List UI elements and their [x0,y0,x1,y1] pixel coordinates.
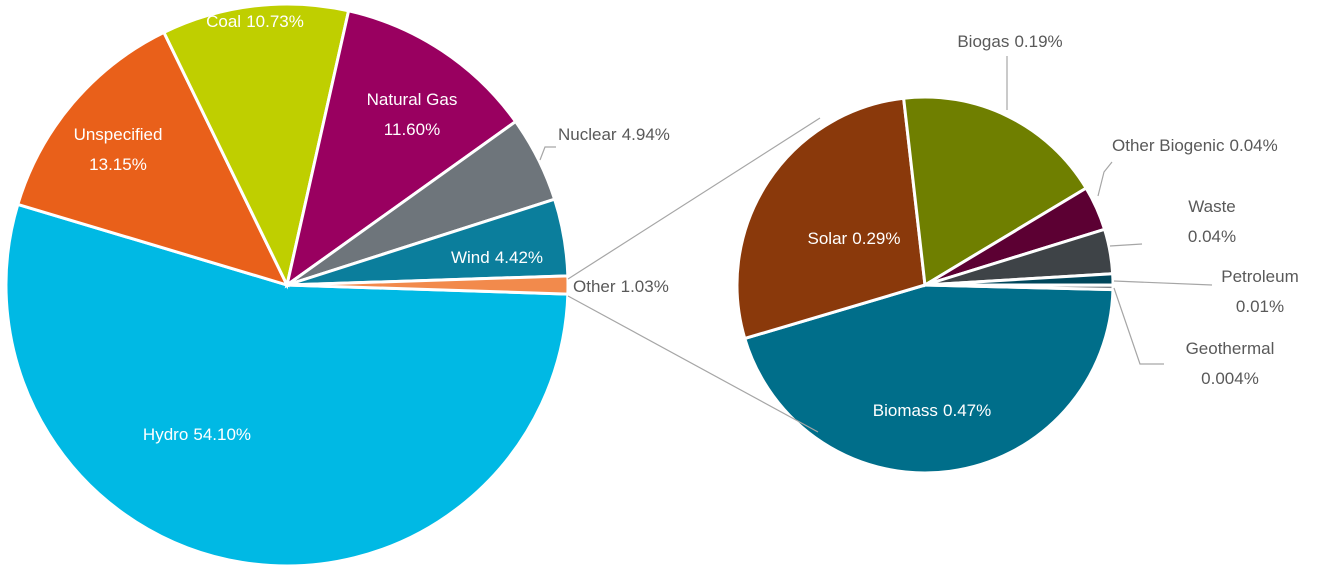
label-name: Biogas [957,32,1009,51]
data-label: Geothermal 0.004% [1186,339,1275,388]
leader-line [1109,243,1143,247]
label-value: 0.004% [1201,369,1259,388]
data-label: Solar 0.29% [808,229,901,248]
label-value: 0.47% [943,401,991,420]
label-value: 13.15% [89,155,147,174]
connector-line [567,117,821,280]
pie-slice [924,283,1115,292]
label-name: Hydro [143,425,188,444]
label-name: Wind [451,248,490,267]
data-label: Unspecified 13.15% [74,125,163,174]
pie-slice [15,30,290,288]
label-name: Coal [206,12,241,31]
label-name: Other [573,277,616,296]
label-value: 0.19% [1014,32,1062,51]
leader-line [1113,280,1213,286]
data-label: Petroleum 0.01% [1221,267,1298,316]
label-value: 0.29% [852,229,900,248]
pie-slice [735,96,927,341]
label-name: Solar [808,229,848,248]
data-label: Nuclear 4.94% [558,125,670,144]
label-value: 0.01% [1236,297,1284,316]
label-value: 10.73% [246,12,304,31]
leader-line [1113,287,1164,365]
connector-line [567,295,819,433]
pie-slice [286,274,570,296]
data-label: Waste 0.04% [1188,197,1236,246]
data-label: Other 1.03% [573,277,669,296]
data-label: Natural Gas 11.60% [367,90,458,139]
data-label: Wind 4.42% [451,248,543,267]
label-value: 54.10% [193,425,251,444]
label-value: 1.03% [621,277,669,296]
label-name: Natural Gas [367,90,458,109]
label-value: 0.04% [1188,227,1236,246]
leader-line [539,146,556,161]
data-label: Biogas 0.19% [957,32,1062,51]
pie-slice [742,283,1115,475]
data-label: Other Biogenic 0.04% [1112,136,1278,155]
label-name: Biomass [873,401,938,420]
data-label: Hydro 54.10% [143,425,251,444]
pie-slice [901,95,1089,288]
pie-slice [4,202,570,565]
label-name: Geothermal [1186,339,1275,358]
label-value: 4.42% [495,248,543,267]
label-name: Nuclear [558,125,617,144]
pie-slice [284,9,518,289]
data-label: Biomass 0.47% [873,401,991,420]
label-value: 0.04% [1230,136,1278,155]
label-value: 11.60% [384,120,440,139]
label-name: Unspecified [74,125,163,144]
data-label: Coal 10.73% [206,12,304,31]
label-value: 4.94% [622,125,670,144]
label-name: Other Biogenic [1112,136,1225,155]
leader-line [1097,161,1113,197]
label-name: Petroleum [1221,267,1298,286]
label-name: Waste [1188,197,1236,216]
